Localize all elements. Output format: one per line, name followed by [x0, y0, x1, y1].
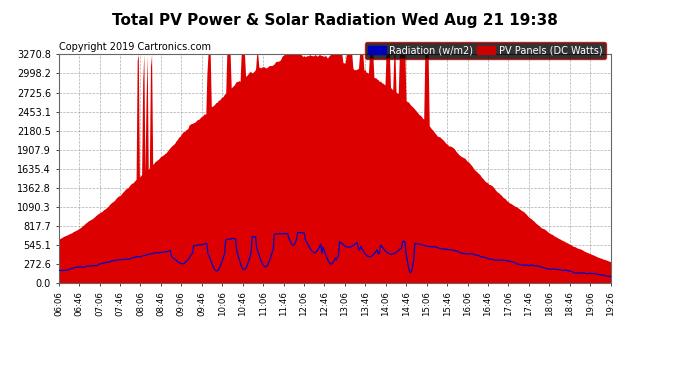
Legend: Radiation (w/m2), PV Panels (DC Watts): Radiation (w/m2), PV Panels (DC Watts) — [365, 42, 606, 59]
Text: Total PV Power & Solar Radiation Wed Aug 21 19:38: Total PV Power & Solar Radiation Wed Aug… — [112, 13, 558, 28]
Text: Copyright 2019 Cartronics.com: Copyright 2019 Cartronics.com — [59, 42, 210, 52]
